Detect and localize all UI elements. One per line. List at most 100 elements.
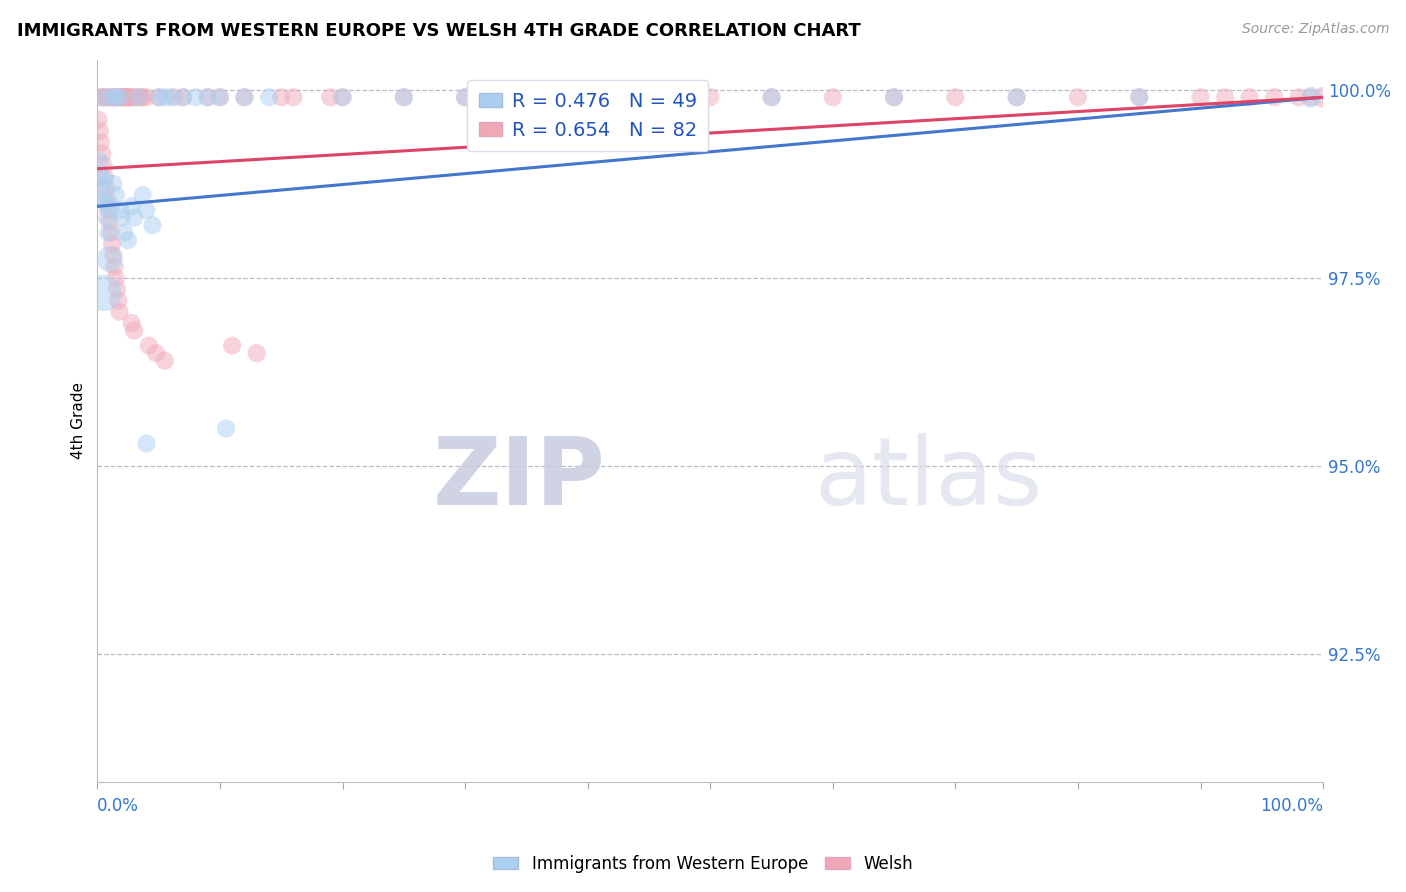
Point [105,90,128,104]
Point [148,90,170,104]
Point [135,90,157,104]
Point [1299,90,1322,104]
Text: ZIP: ZIP [433,433,606,524]
Point [103,248,125,262]
Point [93,285,115,300]
Point [145,346,167,360]
Point [104,188,127,202]
Point [115,90,138,104]
Point [638,90,661,104]
Point [98,199,121,213]
Point [135,436,157,450]
Point [172,90,194,104]
Point [821,90,844,104]
Text: IMMIGRANTS FROM WESTERN EUROPE VS WELSH 4TH GRADE CORRELATION CHART: IMMIGRANTS FROM WESTERN EUROPE VS WELSH … [17,22,860,40]
Point [197,90,219,104]
Point [94,195,117,210]
Point [883,90,905,104]
Point [172,90,194,104]
Point [699,90,721,104]
Point [163,90,186,104]
Point [1128,90,1150,104]
Point [184,90,207,104]
Point [233,90,256,104]
Point [1005,90,1028,104]
Point [108,90,131,104]
Point [111,90,134,104]
Point [91,192,114,206]
Point [118,90,141,104]
Point [105,90,128,104]
Point [208,90,231,104]
Point [233,90,256,104]
Point [246,346,269,360]
Point [91,146,114,161]
Point [101,90,124,104]
Point [160,90,183,104]
Point [96,211,118,225]
Point [761,90,783,104]
Point [111,90,134,104]
Point [1288,90,1310,104]
Point [945,90,967,104]
Point [103,177,125,191]
Point [93,90,115,104]
Point [87,169,110,184]
Point [122,211,145,225]
Point [221,338,243,352]
Point [117,233,139,247]
Point [103,260,125,274]
Text: atlas: atlas [814,433,1043,524]
Point [1067,90,1090,104]
Point [98,252,121,266]
Point [98,90,121,104]
Point [148,90,170,104]
Point [89,90,111,104]
Text: Source: ZipAtlas.com: Source: ZipAtlas.com [1241,22,1389,37]
Point [131,90,153,104]
Point [89,154,111,169]
Point [110,203,132,218]
Point [122,90,145,104]
Point [515,90,537,104]
Point [141,218,163,232]
Point [127,90,149,104]
Point [761,90,783,104]
Point [1128,90,1150,104]
Y-axis label: 4th Grade: 4th Grade [72,383,86,459]
Point [96,90,118,104]
Point [93,173,115,187]
Point [90,180,112,194]
Text: 0.0%: 0.0% [97,797,139,815]
Point [93,169,115,184]
Point [97,226,120,240]
Point [93,90,115,104]
Point [332,90,354,104]
Point [135,203,157,218]
Point [87,112,110,127]
Point [108,90,131,104]
Legend: Immigrants from Western Europe, Welsh: Immigrants from Western Europe, Welsh [486,848,920,880]
Point [112,226,135,240]
Point [112,90,135,104]
Point [270,90,292,104]
Point [332,90,354,104]
Point [1189,90,1212,104]
Point [121,316,143,330]
Point [101,237,124,252]
Point [121,90,143,104]
Point [883,90,905,104]
Point [576,90,599,104]
Point [97,203,120,218]
Point [107,293,129,308]
Point [1299,90,1322,104]
Point [122,324,145,338]
Point [1213,90,1236,104]
Point [115,90,138,104]
Point [515,90,537,104]
Point [94,180,117,194]
Point [638,90,661,104]
Point [454,90,477,104]
Point [118,90,141,104]
Point [90,136,112,150]
